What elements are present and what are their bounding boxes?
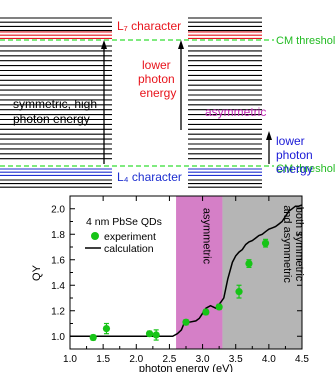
x-tick-label: 1.5 [96,354,110,365]
y-axis-label: QY [31,264,43,281]
y-tick-label: 1.8 [51,230,65,241]
experiment-point [235,288,243,296]
calculation-line [70,204,303,338]
chart-ticks: 1.0 1.5 2.0 2.5 3.0 3.5 4.0 4.5 1.0 1.2 1.4 1.6 1.8 2… [51,196,309,365]
l4-character-label: L₄ character [117,170,182,184]
x-tick-label: 4.5 [295,354,309,365]
energy-level-diagram: L₇ character L₄ character CM threshold C… [0,17,335,188]
left-arrow-text: symmetric, high photon energy [13,97,100,126]
cm-threshold-label-bottom: CM threshold [276,163,335,175]
region-label-asymmetric: asymmetric [200,208,212,265]
experiment-point [145,330,154,338]
middle-arrow-text: lower photon energy [138,58,178,100]
x-tick-label: 2.0 [129,354,143,365]
experiment-point [202,308,210,316]
x-axis-label: photon energy (eV) [139,363,233,372]
chart-regions [176,196,302,349]
experiment-series [89,238,270,342]
experiment-point [89,333,97,342]
x-tick-label: 4.0 [262,354,276,365]
region-label-both: both symmetricand asymmetric [281,205,305,283]
calculation-series [70,204,303,338]
cm-threshold-label-top: CM threshold [276,35,335,47]
y-tick-label: 1.4 [51,281,65,292]
y-tick-label: 1.6 [51,255,65,266]
qy-chart: 1.0 1.5 2.0 2.5 3.0 3.5 4.0 4.5 1.0 1.2 1.4 1.6 1.8 2… [31,195,309,372]
left-energy-levels [0,17,112,188]
x-tick-label: 2.5 [162,354,176,365]
middle-arrow-head [178,40,184,49]
right-arrow-head [266,131,272,140]
plot-frame [69,195,303,350]
legend-experiment-label: experiment [104,231,156,243]
y-tick-label: 1.2 [51,306,65,317]
x-tick-label: 3.0 [196,354,210,365]
region-labels: asymmetric both symmetricand asymmetric [200,205,305,283]
right-arrow-text: lower photon energy [276,134,316,176]
legend-title: 4 nm PbSe QDs [86,216,162,228]
experiment-point [261,239,270,247]
legend-calculation-label: calculation [104,243,154,255]
experiment-point [182,318,190,326]
y-tick-label: 1.0 [51,332,65,343]
left-arrow-head [101,40,107,49]
x-tick-label: 3.5 [229,354,243,365]
y-tick-label: 2.0 [51,204,65,215]
asymmetric-label: asymmetric [205,105,266,119]
l7-character-label: L₇ character [117,19,181,33]
experiment-point [245,259,253,268]
experiment-point [215,303,223,311]
experiment-point [102,325,111,333]
legend-experiment-marker [91,232,99,240]
right-energy-levels [188,17,262,188]
x-tick-label: 1.0 [63,354,77,365]
region-1 [222,196,302,349]
experiment-point [152,331,160,339]
